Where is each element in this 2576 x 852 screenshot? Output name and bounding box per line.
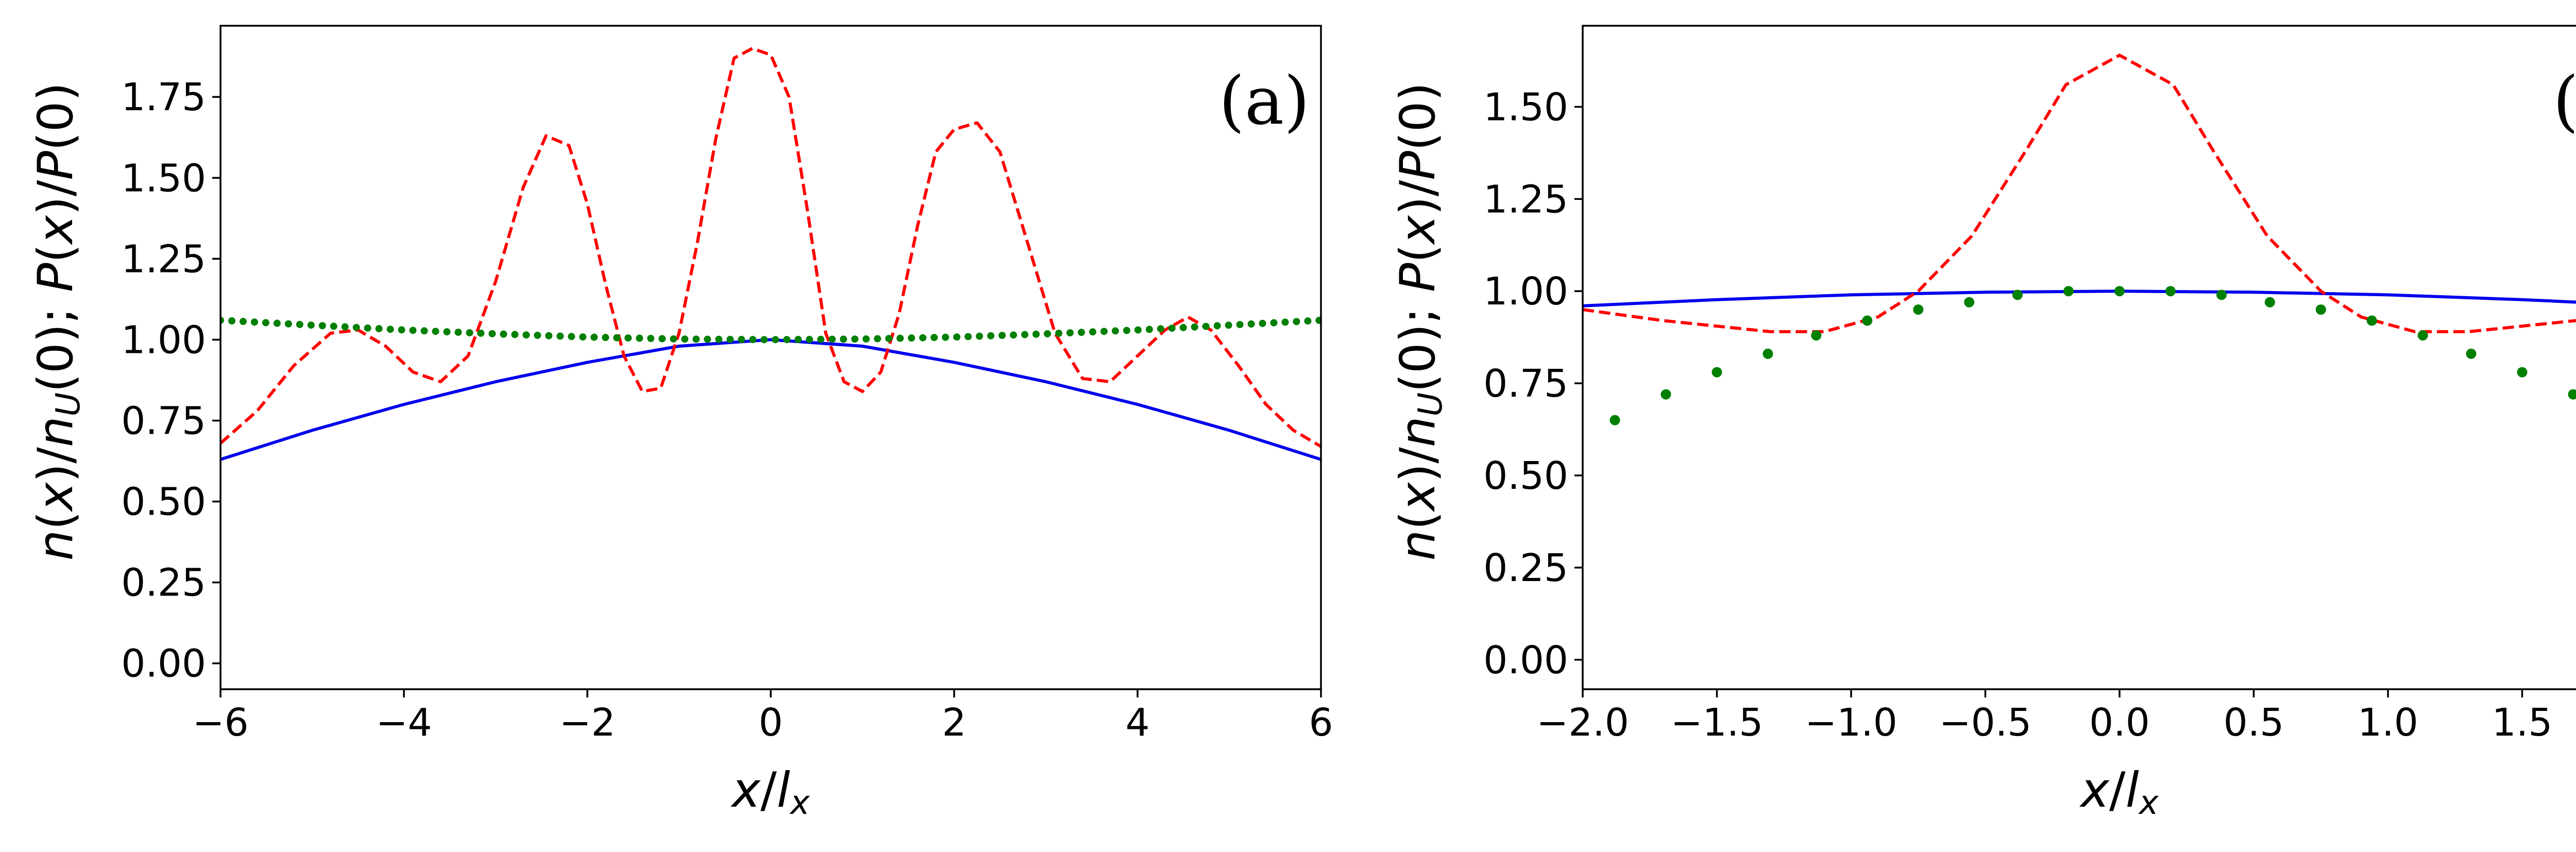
- data-point: [2264, 297, 2275, 308]
- data-point: [2417, 330, 2428, 341]
- data-point: [2315, 304, 2326, 315]
- x-axis-label: x/lx: [2079, 762, 2159, 822]
- data-point: [2165, 286, 2176, 297]
- y-tick-label: 1.25: [1483, 177, 1568, 221]
- x-tick-label: 0.0: [2089, 701, 2150, 745]
- data-point: [2114, 286, 2125, 297]
- y-tick-label: 1.50: [1483, 85, 1568, 129]
- y-tick-label: 0.25: [1483, 546, 1568, 590]
- data-point: [1862, 315, 1873, 326]
- data-point: [1609, 415, 1620, 425]
- data-point: [1964, 297, 1975, 308]
- x-tick-label: 1.0: [2358, 701, 2418, 745]
- data-point: [2466, 348, 2477, 359]
- series-solid-line: [221, 338, 1321, 461]
- data-point: [2366, 315, 2377, 326]
- data-point: [2568, 389, 2576, 400]
- series-solid-line: [1583, 289, 2576, 308]
- x-tick-label: −2.0: [1536, 701, 1629, 745]
- y-tick-label: 0.25: [121, 561, 206, 605]
- data-point: [1711, 367, 1722, 378]
- x-tick-label: −1.5: [1671, 701, 1764, 745]
- x-tick-label: 4: [1125, 701, 1149, 745]
- panel-a: −6 −4 −2 0 2 4 6 0.00 0.25 0.50 0.75 1.00 1.25 1.50 1.…: [28, 25, 1333, 822]
- y-tick-label: 0.50: [121, 480, 206, 524]
- y-tick-label: 1.00: [1483, 269, 1568, 314]
- data-point: [1913, 304, 1924, 315]
- series-dotted-line: [221, 316, 1321, 344]
- x-tick-label: 6: [1309, 701, 1333, 745]
- y-tick-label: 0.00: [1483, 638, 1568, 683]
- y-axis-label: n(x)/nU(0); P(x)/P(0): [28, 82, 88, 561]
- x-tick-label: 0.5: [2224, 701, 2284, 745]
- x-tick-label: −2: [559, 701, 615, 745]
- x-tick-label: −6: [192, 701, 248, 745]
- data-point: [1811, 330, 1822, 341]
- x-tick-label: −0.5: [1939, 701, 2032, 745]
- y-tick-label: 1.75: [121, 75, 206, 120]
- panel-b: −2.0−1.5−1.0−0.50.00.51.01.52.00.000.250…: [1390, 25, 2576, 822]
- y-tick-label: 1.50: [121, 156, 206, 200]
- y-tick-label: 1.00: [121, 318, 206, 362]
- x-tick-label: 1.5: [2492, 701, 2553, 745]
- x-tick-label: −4: [376, 701, 432, 745]
- data-point: [2517, 367, 2528, 378]
- x-axis-label: x/lx: [730, 762, 810, 822]
- axes-frame: [1582, 25, 2576, 690]
- y-tick-label: 1.25: [121, 237, 206, 281]
- y-tick-label: 0.00: [121, 642, 206, 686]
- data-point: [1762, 348, 1773, 359]
- series-dashed-line: [221, 47, 1321, 448]
- data-point: [2012, 289, 2023, 300]
- x-tick-label: 2: [942, 701, 966, 745]
- y-tick-label: 0.75: [1483, 362, 1568, 406]
- series-dashed-line: [1583, 54, 2576, 333]
- y-tick-label: 0.50: [1483, 454, 1568, 498]
- y-axis-label: n(x)/nU(0); P(x)/P(0): [1390, 82, 1450, 561]
- panel-label: (a): [1219, 63, 1310, 140]
- x-tick-label: 0: [758, 701, 783, 745]
- axes-frame: [219, 25, 1322, 690]
- y-tick-label: 0.75: [121, 399, 206, 444]
- x-tick-label: −1.0: [1805, 701, 1897, 745]
- data-point: [2063, 286, 2074, 297]
- series-points: [1609, 286, 2576, 425]
- data-point: [2216, 289, 2227, 300]
- data-point: [1660, 389, 1671, 400]
- panel-label: (b): [2553, 63, 2576, 140]
